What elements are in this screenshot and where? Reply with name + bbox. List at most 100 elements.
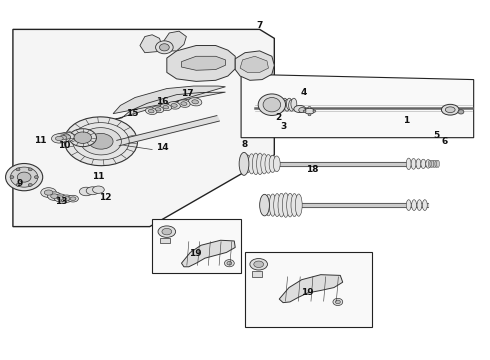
- Ellipse shape: [239, 152, 249, 175]
- Text: 8: 8: [242, 140, 248, 149]
- Text: 17: 17: [181, 89, 194, 98]
- Circle shape: [10, 176, 14, 179]
- Polygon shape: [13, 30, 274, 226]
- Ellipse shape: [445, 107, 455, 113]
- Ellipse shape: [80, 128, 122, 155]
- Circle shape: [34, 176, 38, 179]
- Ellipse shape: [50, 194, 58, 198]
- Ellipse shape: [44, 190, 53, 195]
- Circle shape: [28, 168, 32, 171]
- Circle shape: [28, 184, 32, 186]
- Ellipse shape: [258, 94, 286, 116]
- Ellipse shape: [48, 192, 61, 201]
- Ellipse shape: [86, 187, 99, 195]
- Polygon shape: [167, 45, 235, 81]
- Polygon shape: [140, 35, 162, 53]
- Circle shape: [16, 184, 20, 186]
- Text: 1: 1: [403, 116, 409, 125]
- Ellipse shape: [437, 160, 440, 167]
- Ellipse shape: [79, 187, 93, 196]
- Ellipse shape: [287, 193, 294, 217]
- Ellipse shape: [57, 196, 64, 200]
- Ellipse shape: [160, 104, 172, 111]
- Ellipse shape: [178, 100, 190, 107]
- Ellipse shape: [270, 194, 276, 216]
- Ellipse shape: [433, 160, 436, 167]
- Circle shape: [313, 110, 316, 112]
- Circle shape: [17, 172, 31, 182]
- Ellipse shape: [64, 117, 138, 166]
- Ellipse shape: [59, 135, 67, 140]
- Ellipse shape: [277, 98, 283, 110]
- Ellipse shape: [171, 104, 177, 107]
- Circle shape: [16, 168, 20, 171]
- Ellipse shape: [55, 133, 71, 142]
- Ellipse shape: [406, 200, 411, 211]
- Ellipse shape: [189, 98, 202, 106]
- Ellipse shape: [257, 153, 264, 175]
- Ellipse shape: [146, 108, 157, 114]
- Text: 15: 15: [126, 109, 139, 118]
- Ellipse shape: [417, 200, 422, 211]
- Polygon shape: [113, 86, 225, 120]
- Polygon shape: [162, 31, 186, 51]
- Text: 14: 14: [156, 143, 168, 152]
- Circle shape: [299, 108, 306, 113]
- Ellipse shape: [294, 105, 306, 113]
- Ellipse shape: [263, 98, 281, 112]
- Text: 4: 4: [300, 87, 307, 96]
- Text: 7: 7: [256, 21, 263, 30]
- Ellipse shape: [284, 100, 290, 111]
- Polygon shape: [152, 220, 241, 273]
- Ellipse shape: [416, 159, 421, 169]
- Ellipse shape: [254, 261, 264, 267]
- Ellipse shape: [55, 136, 63, 140]
- Circle shape: [303, 110, 306, 112]
- Ellipse shape: [411, 158, 416, 169]
- Ellipse shape: [152, 106, 164, 113]
- Polygon shape: [181, 240, 235, 267]
- Ellipse shape: [54, 194, 67, 202]
- Ellipse shape: [295, 194, 302, 216]
- Circle shape: [458, 110, 464, 114]
- Ellipse shape: [162, 228, 172, 235]
- Circle shape: [159, 44, 169, 51]
- Ellipse shape: [248, 154, 255, 174]
- Polygon shape: [240, 162, 431, 166]
- Ellipse shape: [158, 226, 175, 237]
- Polygon shape: [235, 51, 274, 80]
- Text: 11: 11: [92, 172, 105, 181]
- Ellipse shape: [155, 108, 161, 111]
- Ellipse shape: [273, 156, 280, 172]
- Ellipse shape: [286, 98, 292, 110]
- Ellipse shape: [163, 105, 169, 109]
- Ellipse shape: [261, 154, 268, 174]
- Ellipse shape: [192, 100, 198, 104]
- Ellipse shape: [278, 193, 285, 217]
- Circle shape: [333, 298, 343, 306]
- Ellipse shape: [432, 160, 435, 167]
- Ellipse shape: [59, 132, 74, 141]
- Ellipse shape: [41, 188, 56, 197]
- Ellipse shape: [289, 100, 294, 111]
- Text: 6: 6: [441, 137, 447, 146]
- Circle shape: [224, 260, 234, 267]
- Ellipse shape: [291, 194, 298, 217]
- Ellipse shape: [441, 104, 459, 115]
- Text: 2: 2: [275, 113, 281, 122]
- Text: 13: 13: [55, 197, 68, 206]
- Ellipse shape: [63, 197, 70, 201]
- Polygon shape: [181, 56, 225, 70]
- Ellipse shape: [430, 160, 433, 167]
- Ellipse shape: [305, 108, 315, 114]
- Ellipse shape: [244, 155, 251, 173]
- Text: 19: 19: [301, 288, 314, 297]
- Ellipse shape: [68, 195, 78, 202]
- Ellipse shape: [282, 98, 288, 110]
- Ellipse shape: [181, 102, 187, 105]
- Ellipse shape: [265, 154, 272, 173]
- Ellipse shape: [51, 134, 67, 143]
- Ellipse shape: [428, 160, 431, 167]
- Text: 5: 5: [434, 131, 440, 140]
- Ellipse shape: [148, 109, 154, 113]
